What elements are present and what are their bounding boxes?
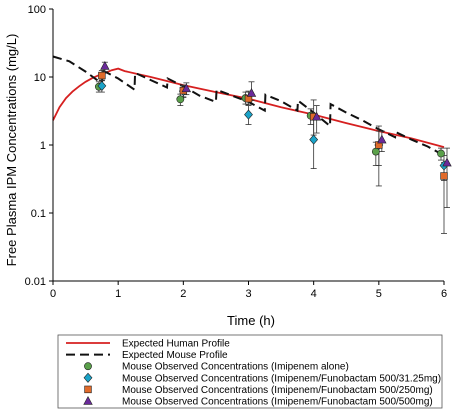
legend-label: Mouse Observed Concentrations (Imipenem/… [122,373,441,384]
data-point-triangle [100,60,110,70]
x-tick-label: 5 [376,288,382,300]
legend-swatch-diamond [83,372,93,383]
x-tick-label: 6 [441,288,447,300]
y-axis-title: Free Plasma IPM Concentrations (mg/L) [4,34,19,267]
legend-label: Mouse Observed Concentrations (Imipenem/… [122,397,433,408]
y-tick-label: 1 [40,140,46,152]
data-point-diamond [97,80,107,91]
data-point-square [440,172,448,180]
y-tick-label: 10 [34,72,46,84]
legend-swatch-square [84,385,92,394]
x-tick-label: 1 [115,288,121,300]
x-tick-label: 2 [180,288,186,300]
legend-label: Mouse Observed Concentrations (Imipenem/… [122,385,433,396]
axes: 0 1 2 3 4 5 6 0.01 0.1 1 10 100 [25,4,447,300]
legend-label: Expected Human Profile [122,339,230,350]
x-tick-label: 3 [245,288,251,300]
data-point-triangle [246,88,257,97]
legend-label: Expected Mouse Profile [122,350,228,361]
y-tick-label: 0.1 [31,208,46,220]
data-point-triangle [311,111,322,121]
data-point-circle [176,95,185,104]
data-point-diamond [244,109,253,120]
x-tick-label: 0 [50,288,56,300]
data-point-triangle [377,134,387,144]
plot-area [52,55,452,234]
legend-swatch-triangle [83,395,93,405]
x-axis-title: Time (h) [227,313,275,328]
data-point-circle [437,149,445,158]
data-point-triangle [442,157,452,167]
y-tick-label: 0.01 [25,276,46,288]
data-point-square [98,71,106,80]
x-tick-label: 4 [311,288,317,300]
data-point-diamond [309,134,319,145]
legend-swatch-circle [84,362,92,371]
y-tick-label: 100 [28,4,46,16]
legend-label: Mouse Observed Concentrations (Imipenem … [122,362,349,373]
data-point-triangle [181,83,192,93]
legend-box [57,334,443,409]
